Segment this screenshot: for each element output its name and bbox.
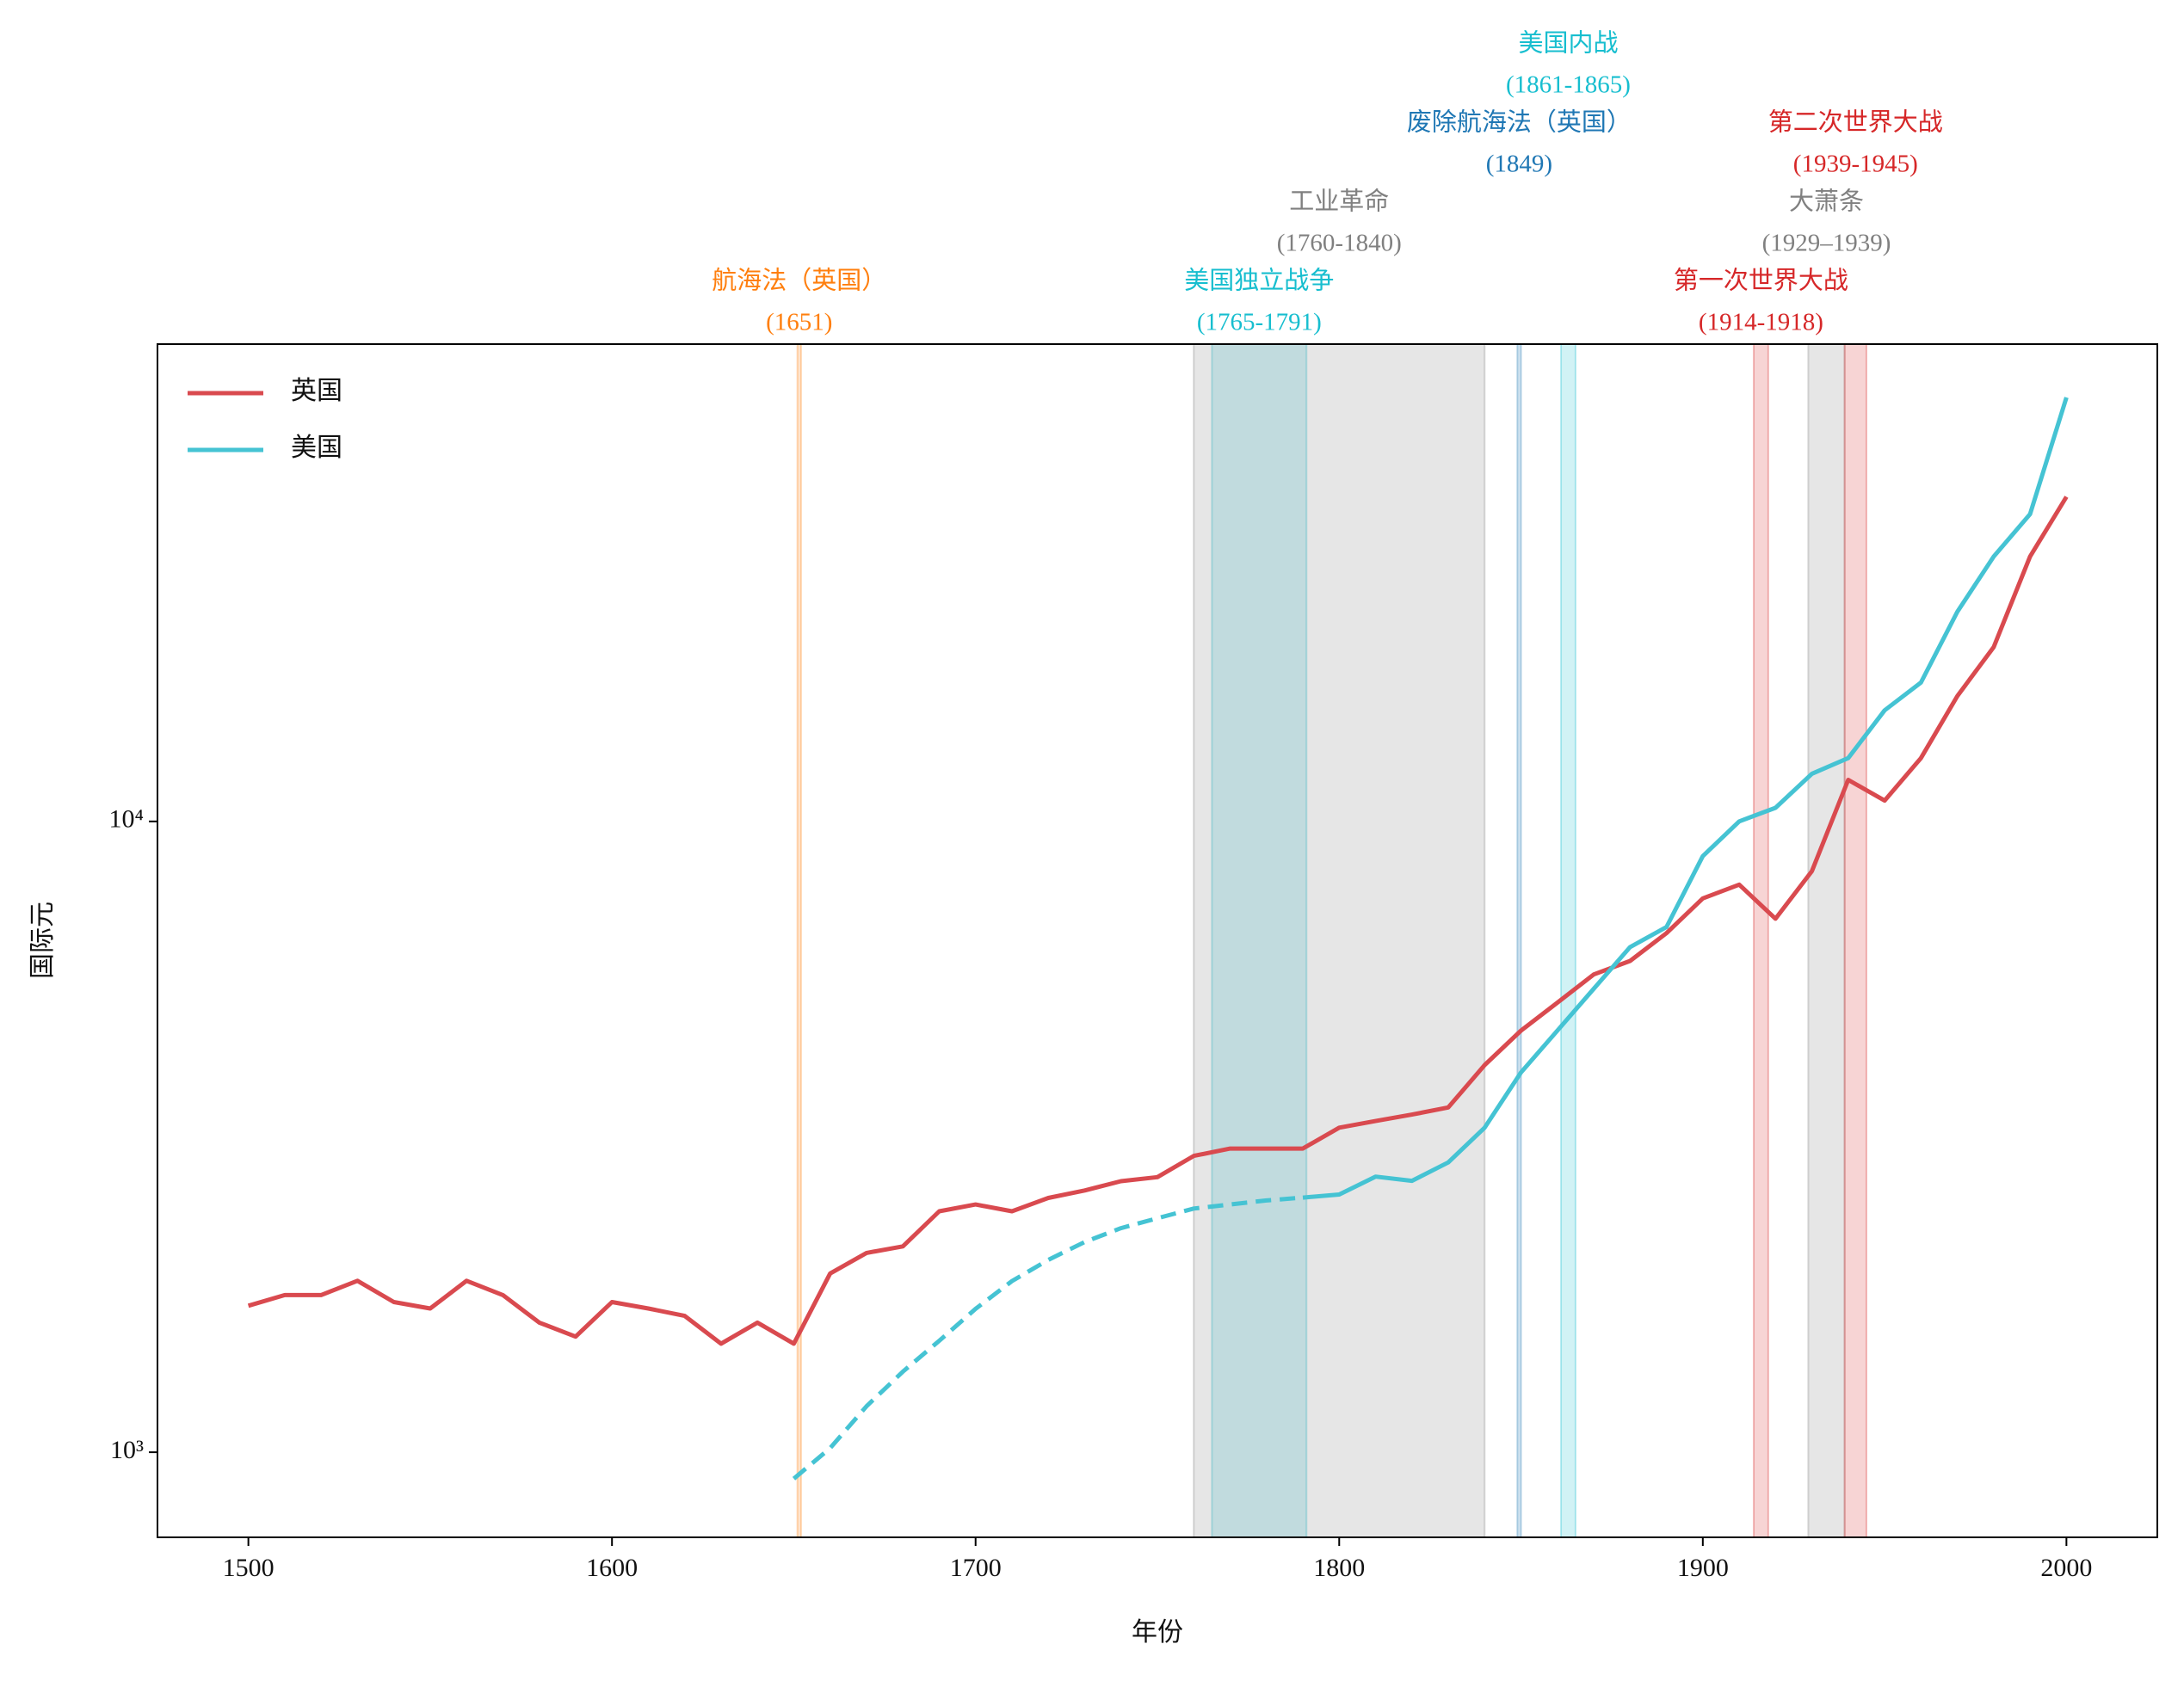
event-period: (1651) [766, 309, 832, 336]
event-label: 美国独立战争 [1184, 267, 1334, 295]
event-span [1193, 343, 1486, 1538]
event-label: 第二次世界大战 [1768, 108, 1943, 137]
y-tick-label: 10⁴ [109, 805, 144, 834]
y-tick-label: 10³ [110, 1436, 144, 1464]
legend-label: 美国 [291, 434, 342, 462]
event-span [1752, 343, 1769, 1538]
event-period: (1849) [1486, 151, 1552, 178]
event-label: 工业革命 [1289, 188, 1389, 216]
event-label: 大萧条 [1789, 188, 1864, 216]
event-span [1211, 343, 1308, 1538]
event-period: (1861-1865) [1506, 71, 1631, 99]
x-tick-label: 1700 [950, 1554, 1002, 1582]
x-tick-label: 2000 [2040, 1554, 2092, 1582]
x-tick-label: 1600 [586, 1554, 638, 1582]
event-label: 航海法（英国） [712, 267, 886, 295]
event-span [1560, 343, 1576, 1538]
x-tick-label: 1900 [1677, 1554, 1729, 1582]
x-axis-label: 年份 [1132, 1618, 1183, 1647]
event-span [796, 343, 802, 1538]
event-label: 第一次世界大战 [1674, 267, 1848, 295]
event-label: 废除航海法（英国） [1407, 108, 1632, 137]
x-tick-label: 1800 [1313, 1554, 1365, 1582]
event-period: (1929–1939) [1762, 230, 1891, 257]
event-period: (1939-1945) [1793, 151, 1918, 178]
event-period: (1765-1791) [1197, 309, 1322, 336]
event-span [1807, 343, 1846, 1538]
event-period: (1760-1840) [1277, 230, 1402, 257]
legend-label: 英国 [291, 377, 342, 405]
series-line [792, 1195, 1304, 1481]
plot-frame [157, 343, 2158, 1538]
event-label: 美国内战 [1518, 29, 1618, 58]
series-line [1302, 397, 2069, 1200]
event-span [1843, 343, 1867, 1538]
event-span [1516, 343, 1522, 1538]
series-line [247, 496, 2069, 1346]
y-axis-label: 国际元 [28, 902, 57, 979]
x-tick-label: 1500 [223, 1554, 275, 1582]
event-period: (1914-1918) [1699, 309, 1823, 336]
